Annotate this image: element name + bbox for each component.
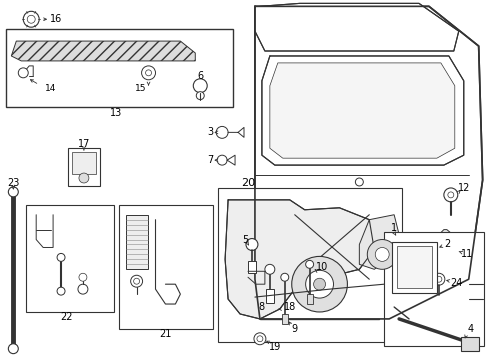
Circle shape bbox=[23, 11, 39, 27]
Text: 21: 21 bbox=[159, 329, 171, 339]
Circle shape bbox=[8, 344, 18, 354]
Circle shape bbox=[196, 92, 204, 100]
Circle shape bbox=[193, 79, 207, 93]
Text: 12: 12 bbox=[457, 183, 469, 193]
Polygon shape bbox=[11, 41, 195, 61]
Circle shape bbox=[79, 273, 87, 281]
Bar bbox=[26, 205, 114, 312]
Text: 16: 16 bbox=[50, 14, 62, 24]
Circle shape bbox=[245, 239, 257, 251]
Text: 3: 3 bbox=[207, 127, 213, 138]
Circle shape bbox=[57, 253, 65, 261]
Circle shape bbox=[18, 68, 28, 78]
Polygon shape bbox=[224, 200, 373, 319]
Circle shape bbox=[443, 188, 457, 202]
Text: 13: 13 bbox=[109, 108, 122, 117]
Circle shape bbox=[432, 273, 444, 285]
Text: 9: 9 bbox=[291, 324, 297, 334]
Circle shape bbox=[280, 273, 288, 281]
Circle shape bbox=[355, 178, 363, 186]
Circle shape bbox=[305, 260, 313, 268]
Text: 17: 17 bbox=[78, 139, 90, 149]
Text: 15: 15 bbox=[135, 84, 146, 93]
Bar bbox=[68, 148, 100, 186]
Circle shape bbox=[291, 256, 346, 312]
Text: 18: 18 bbox=[283, 302, 295, 312]
Circle shape bbox=[264, 264, 274, 274]
Circle shape bbox=[253, 333, 265, 345]
Polygon shape bbox=[254, 6, 482, 319]
Text: 24: 24 bbox=[449, 278, 462, 288]
Bar bbox=[265, 289, 273, 303]
Polygon shape bbox=[254, 3, 458, 51]
Bar bbox=[460, 337, 478, 351]
Circle shape bbox=[78, 284, 88, 294]
Polygon shape bbox=[262, 56, 463, 165]
Text: 23: 23 bbox=[7, 178, 20, 188]
Circle shape bbox=[256, 336, 263, 342]
Bar bbox=[384, 231, 483, 346]
Text: 8: 8 bbox=[258, 302, 264, 312]
Text: 19: 19 bbox=[268, 342, 281, 352]
Circle shape bbox=[217, 155, 226, 165]
Bar bbox=[125, 215, 147, 269]
Bar bbox=[396, 247, 431, 288]
Text: 5: 5 bbox=[242, 234, 247, 244]
Polygon shape bbox=[438, 230, 458, 260]
Polygon shape bbox=[359, 215, 398, 269]
Bar bbox=[391, 242, 436, 293]
Circle shape bbox=[305, 270, 333, 298]
Text: 2: 2 bbox=[444, 239, 450, 248]
Circle shape bbox=[145, 70, 151, 76]
Circle shape bbox=[130, 275, 142, 287]
Text: 22: 22 bbox=[60, 312, 72, 322]
Circle shape bbox=[313, 278, 325, 290]
Circle shape bbox=[216, 126, 227, 138]
Circle shape bbox=[142, 66, 155, 80]
Bar bbox=[218, 188, 401, 342]
Circle shape bbox=[57, 287, 65, 295]
Bar bbox=[306, 294, 312, 304]
Circle shape bbox=[79, 173, 89, 183]
Polygon shape bbox=[269, 63, 454, 158]
Text: 14: 14 bbox=[45, 84, 57, 93]
Bar bbox=[72, 152, 96, 174]
Circle shape bbox=[435, 276, 441, 282]
Circle shape bbox=[447, 192, 453, 198]
Bar bbox=[6, 29, 233, 107]
Text: 11: 11 bbox=[460, 249, 472, 260]
Circle shape bbox=[133, 278, 139, 284]
Text: 1: 1 bbox=[390, 222, 396, 233]
Bar bbox=[119, 205, 213, 329]
Text: 4: 4 bbox=[467, 324, 473, 334]
Bar bbox=[281, 314, 287, 324]
Text: 7: 7 bbox=[206, 155, 213, 165]
Text: 10: 10 bbox=[316, 262, 328, 272]
Bar bbox=[247, 261, 255, 273]
Circle shape bbox=[27, 15, 35, 23]
Circle shape bbox=[366, 239, 396, 269]
Text: 20: 20 bbox=[241, 178, 255, 188]
Text: 6: 6 bbox=[197, 71, 203, 81]
Circle shape bbox=[374, 247, 388, 261]
Circle shape bbox=[8, 187, 18, 197]
